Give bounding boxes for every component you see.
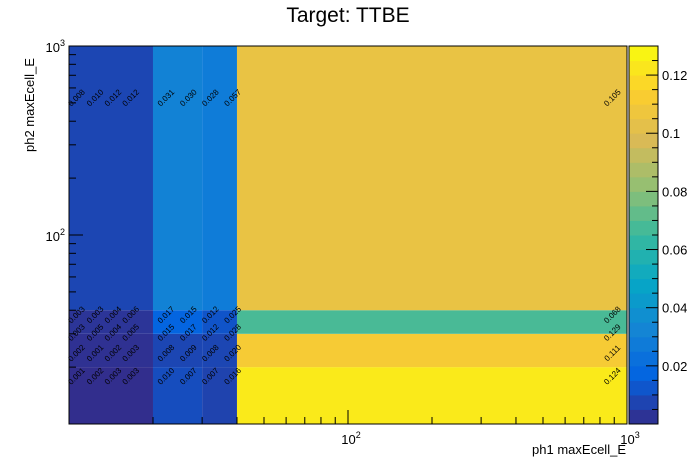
- y-axis-label: ph2 maxEcell_E: [22, 58, 37, 152]
- colorbar-tick-label: 0.1: [662, 126, 680, 141]
- heatmap-cell: [69, 46, 153, 311]
- colorbar-segment: [629, 336, 658, 352]
- colorbar-segment: [629, 147, 658, 163]
- heatmap-cell: [202, 46, 237, 311]
- colorbar-segment: [629, 293, 658, 309]
- colorbar-tick-label: 0.04: [662, 301, 687, 316]
- colorbar-tick-label: 0.08: [662, 184, 687, 199]
- colorbar-segment: [629, 235, 658, 251]
- heatmap-cell: [69, 310, 153, 334]
- y-tick-label: 102: [46, 227, 65, 244]
- heatmap-cell: [202, 310, 237, 334]
- heatmap-cell: [202, 367, 237, 424]
- heatmap-cell: [69, 367, 153, 424]
- colorbar-segment: [629, 365, 658, 381]
- colorbar-segment: [629, 264, 658, 280]
- heatmap-cell: [152, 46, 203, 311]
- colorbar-segment: [629, 249, 658, 265]
- colorbar-tick-label: 0.02: [662, 359, 687, 374]
- colorbar-segment: [629, 60, 658, 76]
- colorbar-segment: [629, 307, 658, 323]
- heatmap-cell: [152, 310, 203, 334]
- colorbar-segment: [629, 380, 658, 396]
- colorbar-segment: [629, 205, 658, 221]
- colorbar-segment: [629, 75, 658, 91]
- colorbar-tick-label: 0.06: [662, 243, 687, 258]
- heatmap-cell: [152, 367, 203, 424]
- colorbar-tick-label: 0.12: [662, 68, 687, 83]
- heatmap-cell: [236, 333, 627, 368]
- x-tick-label: 102: [341, 430, 360, 447]
- heatmap-cell: [202, 333, 237, 368]
- heatmap-cell: [236, 310, 627, 334]
- colorbar-segment: [629, 176, 658, 192]
- heatmap-cell: [236, 367, 627, 424]
- heatmap-cell: [152, 333, 203, 368]
- colorbar-segment: [629, 220, 658, 236]
- colorbar-segment: [629, 133, 658, 149]
- y-tick-label: 103: [46, 38, 65, 55]
- colorbar-segment: [629, 322, 658, 338]
- colorbar-segment: [629, 409, 658, 425]
- chart-title: Target: TTBE: [286, 4, 410, 27]
- colorbar-segment: [629, 394, 658, 410]
- colorbar-segment: [629, 278, 658, 294]
- heatmap-cell: [236, 46, 627, 311]
- colorbar-segment: [629, 104, 658, 120]
- colorbar-segment: [629, 89, 658, 105]
- x-tick-label: 103: [620, 430, 639, 447]
- colorbar-segment: [629, 191, 658, 207]
- colorbar-segment: [629, 162, 658, 178]
- colorbar-segment: [629, 46, 658, 62]
- colorbar-segment: [629, 351, 658, 367]
- x-axis-label: ph1 maxEcell_E: [532, 442, 626, 457]
- heatmap-cell: [69, 333, 153, 368]
- colorbar-segment: [629, 118, 658, 134]
